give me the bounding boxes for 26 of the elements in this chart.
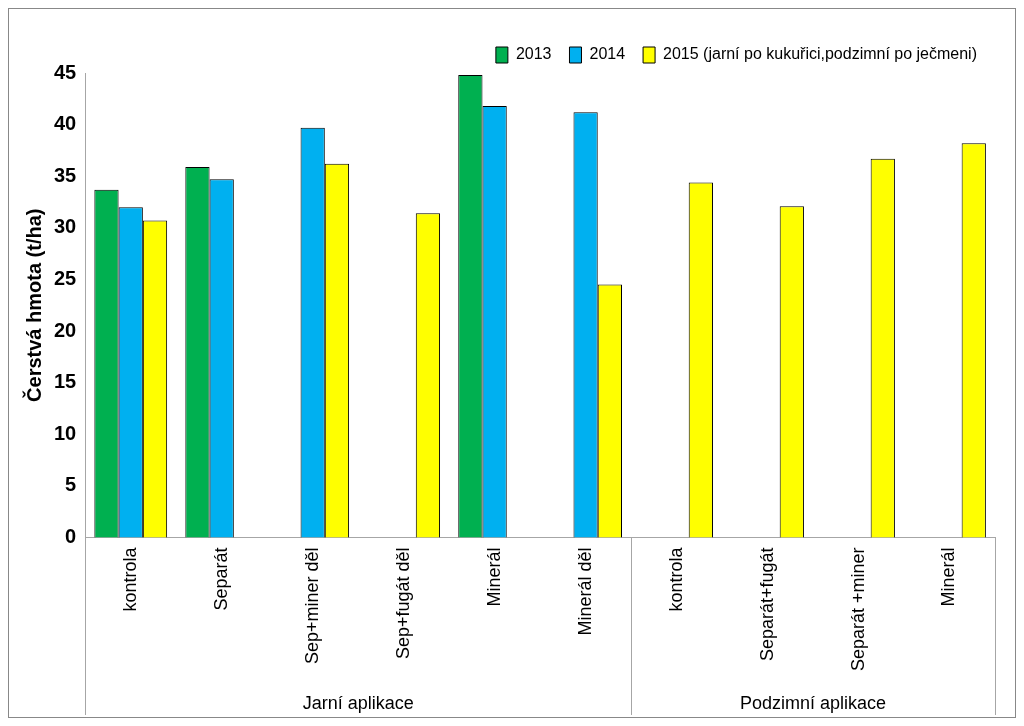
- y-tick-label: 5: [65, 473, 77, 496]
- y-tick-label: 0: [65, 524, 77, 547]
- x-tick-label: kontrola: [119, 546, 140, 612]
- y-tick-label: 10: [54, 421, 77, 444]
- x-tick-label: Sep+fugát děl: [392, 547, 413, 660]
- legend-label: 2013: [515, 45, 552, 63]
- x-tick-label: Minerál: [483, 547, 504, 607]
- legend-label: 2014: [589, 45, 626, 63]
- x-tick-label: Sep+miner děl: [301, 547, 322, 665]
- legend-label: 2015 (jarní po kukuřici,podzimní po ječmeni): [663, 45, 978, 63]
- x-tick-label: kontrola: [665, 546, 686, 612]
- x-tick-label: Separát +miner: [847, 547, 868, 672]
- y-tick-label: 30: [54, 215, 77, 238]
- y-tick-label: 15: [54, 370, 77, 393]
- x-tick-label: Minerál: [938, 547, 959, 607]
- y-tick-label: 35: [54, 163, 77, 186]
- x-tick-label: Separát+fugát: [756, 547, 777, 662]
- y-tick-label: 45: [54, 60, 77, 83]
- text: Podzimní aplikace: [740, 692, 887, 713]
- y-axis-title: Čerstvá hmota (t/ha): [21, 208, 45, 402]
- y-tick-label: 20: [54, 318, 77, 341]
- y-tick-label: 40: [54, 112, 77, 135]
- x-tick-label: Minerál děl: [574, 547, 595, 636]
- x-tick-label: Separát: [210, 547, 231, 611]
- text: Jarní aplikace: [302, 692, 414, 713]
- y-tick-label: 25: [54, 266, 77, 289]
